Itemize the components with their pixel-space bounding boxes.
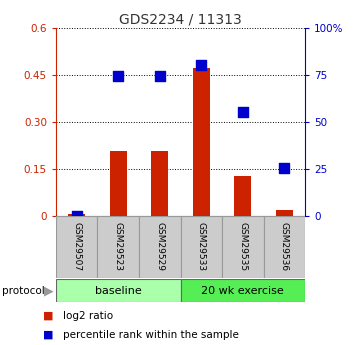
Bar: [264, 216, 305, 278]
Bar: [180, 279, 305, 302]
Bar: [193, 68, 209, 216]
Bar: [110, 151, 127, 216]
Text: GSM29523: GSM29523: [114, 222, 123, 271]
Bar: [56, 216, 97, 278]
Text: ■: ■: [43, 330, 54, 339]
Point: [157, 74, 162, 79]
Point: [282, 165, 287, 170]
Text: log2 ratio: log2 ratio: [63, 311, 113, 321]
Point: [240, 109, 245, 115]
Bar: [235, 176, 251, 216]
Text: GSM29507: GSM29507: [72, 222, 81, 271]
Text: 20 wk exercise: 20 wk exercise: [201, 286, 284, 296]
Point: [74, 213, 80, 218]
Bar: [222, 216, 264, 278]
Bar: [276, 210, 293, 216]
Text: GSM29533: GSM29533: [197, 222, 206, 271]
Point: [199, 62, 204, 68]
Bar: [69, 214, 85, 216]
Bar: [56, 279, 180, 302]
Bar: [180, 216, 222, 278]
Text: baseline: baseline: [95, 286, 142, 296]
Text: ▶: ▶: [44, 284, 53, 297]
Text: GDS2234 / 11313: GDS2234 / 11313: [119, 12, 242, 26]
Text: GSM29529: GSM29529: [155, 222, 164, 271]
Bar: [152, 151, 168, 216]
Point: [116, 73, 121, 78]
Text: GSM29536: GSM29536: [280, 222, 289, 271]
Text: percentile rank within the sample: percentile rank within the sample: [63, 330, 239, 339]
Text: GSM29535: GSM29535: [238, 222, 247, 271]
Text: ■: ■: [43, 311, 54, 321]
Text: protocol: protocol: [2, 286, 44, 296]
Bar: [97, 216, 139, 278]
Bar: [139, 216, 180, 278]
